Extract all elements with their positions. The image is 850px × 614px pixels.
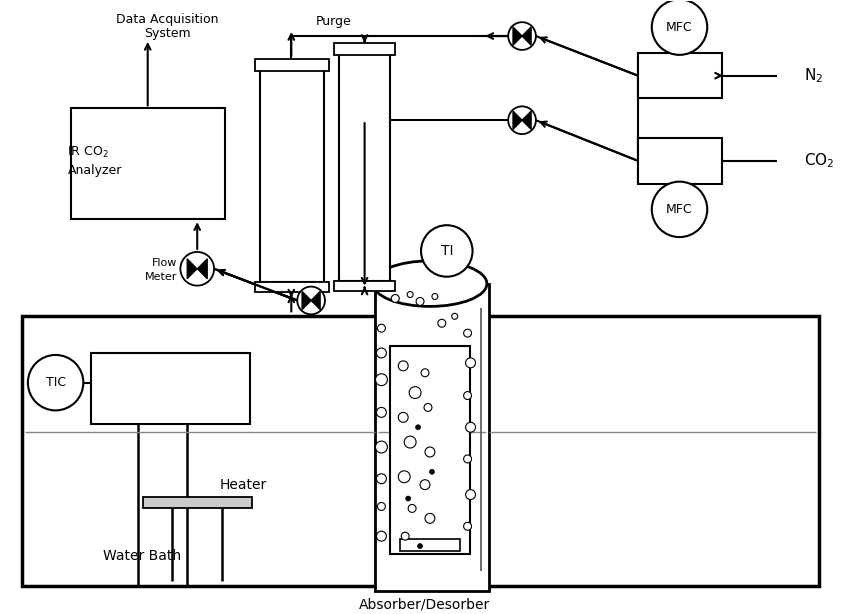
- Circle shape: [466, 422, 475, 432]
- Circle shape: [405, 496, 411, 501]
- Text: TIC: TIC: [46, 376, 65, 389]
- Circle shape: [421, 369, 429, 377]
- Circle shape: [425, 447, 435, 457]
- Circle shape: [416, 298, 424, 305]
- Polygon shape: [522, 111, 531, 129]
- Circle shape: [376, 441, 388, 453]
- Circle shape: [466, 489, 475, 500]
- Text: Absorber/Desorber: Absorber/Desorber: [360, 597, 490, 612]
- Circle shape: [417, 543, 422, 548]
- Polygon shape: [302, 292, 311, 309]
- Bar: [71, 108, 225, 219]
- Circle shape: [180, 252, 214, 286]
- Polygon shape: [513, 111, 522, 129]
- Bar: [143, 497, 252, 508]
- Circle shape: [399, 413, 408, 422]
- Polygon shape: [311, 292, 320, 309]
- Circle shape: [391, 295, 399, 303]
- Circle shape: [401, 532, 409, 540]
- Circle shape: [424, 403, 432, 411]
- Text: Purge: Purge: [316, 15, 352, 28]
- Circle shape: [429, 469, 434, 474]
- Bar: [339, 53, 390, 281]
- Circle shape: [652, 182, 707, 237]
- Circle shape: [28, 355, 83, 410]
- Polygon shape: [187, 258, 197, 279]
- Text: MFC: MFC: [666, 203, 693, 216]
- Text: N$_2$: N$_2$: [804, 66, 824, 85]
- Polygon shape: [522, 27, 531, 45]
- Circle shape: [405, 436, 416, 448]
- Text: System: System: [144, 26, 190, 39]
- Bar: [334, 43, 395, 55]
- Bar: [255, 59, 329, 71]
- Bar: [91, 353, 250, 424]
- Text: Heater: Heater: [220, 478, 267, 492]
- Bar: [390, 346, 469, 554]
- Circle shape: [451, 313, 457, 319]
- Polygon shape: [197, 258, 207, 279]
- Circle shape: [298, 287, 325, 314]
- Circle shape: [407, 292, 413, 298]
- Circle shape: [466, 358, 475, 368]
- Circle shape: [377, 348, 387, 358]
- Text: Data Acquisition: Data Acquisition: [116, 13, 218, 26]
- Text: TI: TI: [440, 244, 453, 258]
- Circle shape: [438, 319, 445, 327]
- Bar: [400, 539, 460, 551]
- Circle shape: [377, 502, 385, 510]
- Bar: [638, 138, 722, 184]
- Ellipse shape: [373, 261, 487, 306]
- Circle shape: [377, 324, 385, 332]
- Circle shape: [463, 523, 472, 530]
- Text: Water Bath: Water Bath: [103, 549, 181, 563]
- Bar: [638, 53, 722, 98]
- Bar: [259, 69, 324, 282]
- Text: Analyzer: Analyzer: [67, 164, 122, 177]
- Circle shape: [463, 329, 472, 337]
- Text: MFC: MFC: [666, 21, 693, 34]
- Circle shape: [399, 361, 408, 371]
- Bar: [255, 282, 329, 292]
- Bar: [376, 284, 490, 591]
- Circle shape: [399, 471, 411, 483]
- Bar: [334, 281, 395, 290]
- Circle shape: [377, 408, 387, 418]
- Text: Meter: Meter: [145, 272, 178, 282]
- Text: CO$_2$: CO$_2$: [804, 152, 835, 170]
- Circle shape: [652, 0, 707, 55]
- Circle shape: [421, 225, 473, 277]
- Circle shape: [377, 531, 387, 541]
- Circle shape: [432, 293, 438, 300]
- Polygon shape: [513, 27, 522, 45]
- Circle shape: [463, 455, 472, 463]
- Circle shape: [408, 505, 416, 513]
- Circle shape: [409, 387, 421, 398]
- Circle shape: [416, 425, 421, 430]
- Text: IR CO$_2$: IR CO$_2$: [67, 146, 109, 160]
- Circle shape: [376, 374, 388, 386]
- Text: Flow: Flow: [152, 258, 178, 268]
- Circle shape: [425, 513, 435, 523]
- Circle shape: [463, 392, 472, 400]
- Circle shape: [420, 480, 430, 489]
- Circle shape: [377, 474, 387, 484]
- Circle shape: [508, 22, 536, 50]
- Circle shape: [508, 106, 536, 134]
- Bar: [22, 316, 819, 586]
